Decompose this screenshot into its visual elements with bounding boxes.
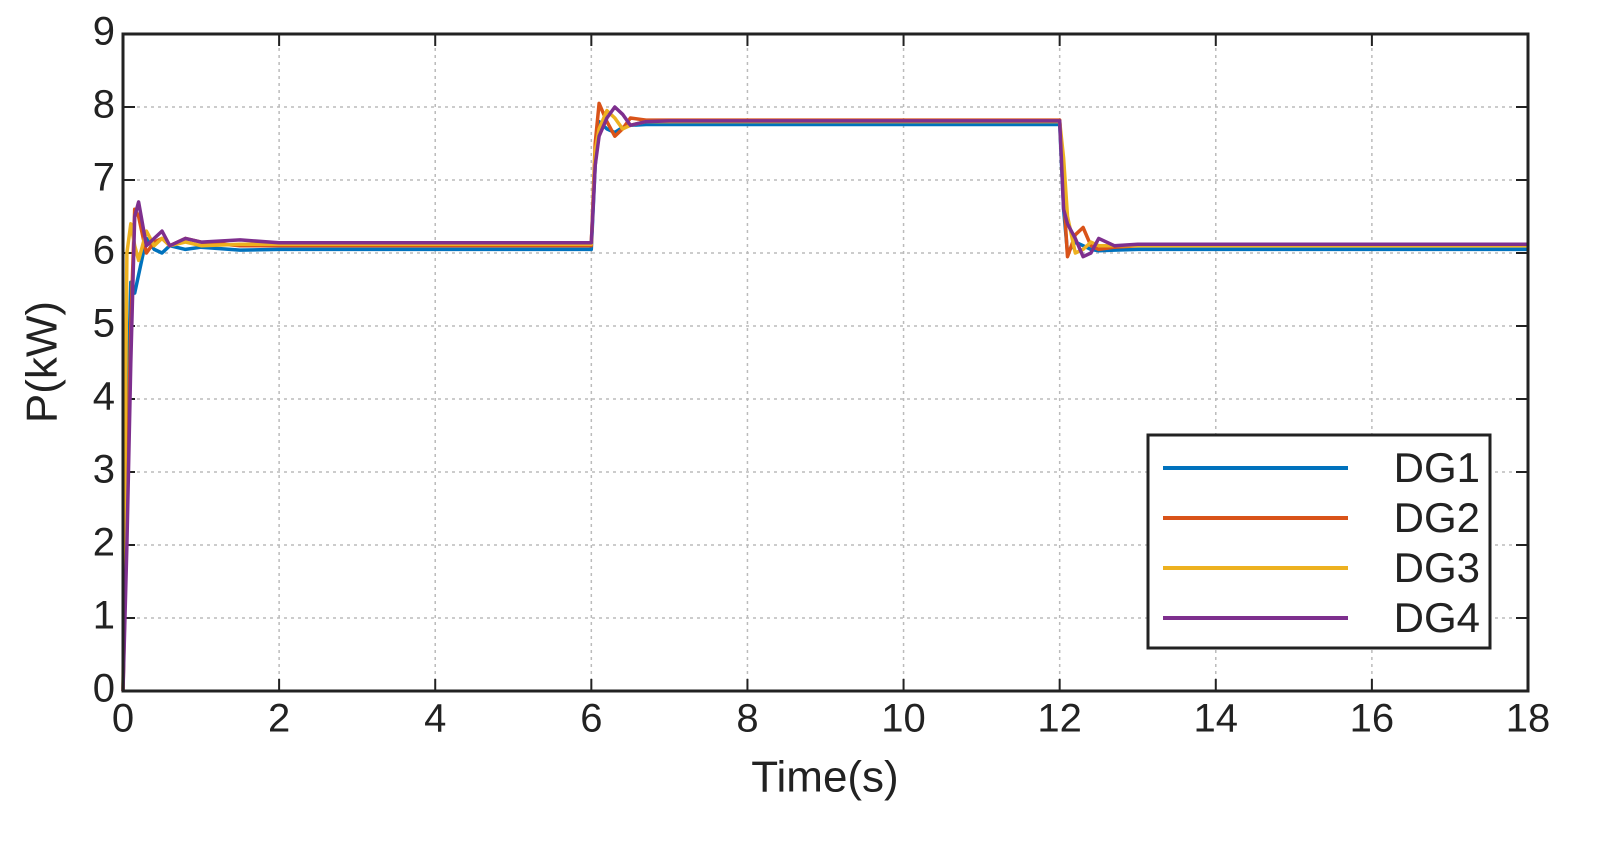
data-line (121, 105, 1528, 692)
x-tick-label: 10 (881, 697, 926, 741)
y-tick-label: 9 (93, 10, 115, 54)
x-tick-label: 0 (112, 697, 134, 741)
x-tick-label: 18 (1506, 697, 1551, 741)
y-tick-label: 7 (93, 156, 115, 200)
y-tick-label: 4 (93, 375, 115, 419)
x-tick-label: 16 (1350, 697, 1395, 741)
legend-label: DG4 (1394, 594, 1480, 641)
legend-label: DG1 (1394, 444, 1480, 491)
y-tick-label: 3 (93, 448, 115, 492)
data-line (121, 101, 1528, 692)
y-axis-label: P(kW) (18, 301, 67, 423)
plot-frame (121, 32, 1530, 693)
legend-box (1146, 433, 1492, 650)
x-tick-label: 14 (1194, 697, 1239, 741)
y-tick-label: 0 (93, 667, 115, 711)
y-tick-label: 2 (93, 521, 115, 565)
y-tick-label: 6 (93, 229, 115, 273)
x-tick-label: 4 (424, 697, 446, 741)
legend-label: DG2 (1394, 494, 1480, 541)
y-tick-label: 8 (93, 83, 115, 127)
x-tick-label: 6 (580, 697, 602, 741)
y-tick-label: 1 (93, 594, 115, 638)
x-tick-label: 12 (1037, 697, 1082, 741)
x-tick-label: 2 (268, 697, 290, 741)
legend-label: DG3 (1394, 544, 1480, 591)
x-axis-label: Time(s) (751, 753, 898, 802)
x-tick-label: 8 (736, 697, 758, 741)
y-tick-label: 5 (93, 302, 115, 346)
